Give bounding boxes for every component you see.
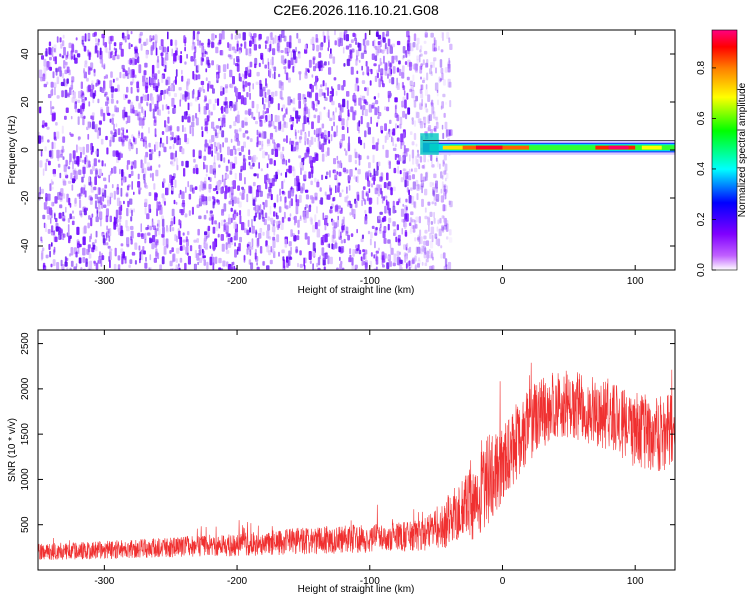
x-tick-label: -200 <box>227 276 247 287</box>
spectrogram-signal-band <box>420 133 675 155</box>
y-tick-label: 1000 <box>20 468 31 491</box>
spectrogram-y-axis: -40 -20 0 20 40 <box>20 48 675 253</box>
y-tick-label: 2500 <box>20 332 31 355</box>
y-tick-label: -40 <box>20 238 31 253</box>
colorbar-tick-label: 0.6 <box>696 111 707 125</box>
snr-x-label: Height of straight line (km) <box>298 584 415 595</box>
snr-y-label: SNR (10 * v/v) <box>7 418 18 482</box>
colorbar-frame <box>711 29 738 271</box>
y-tick-label: 40 <box>20 48 31 60</box>
spectrogram-cells <box>38 30 453 270</box>
spectrogram-y-label: Frequency (Hz) <box>7 116 18 185</box>
x-tick-label: -300 <box>94 276 114 287</box>
x-tick-label: 100 <box>627 576 644 587</box>
y-tick-label: 1500 <box>20 423 31 446</box>
colorbar-tick-label: 0.4 <box>696 162 707 176</box>
y-tick-label: 20 <box>20 96 31 108</box>
x-tick-label: -100 <box>360 276 380 287</box>
x-tick-label: 0 <box>500 276 506 287</box>
snr-panel: -300 -200 -100 0 100 500 1000 1500 2000 2500 Hei… <box>7 329 676 595</box>
snr-x-axis: -300 -200 -100 0 100 <box>94 330 644 587</box>
colorbar-gradient <box>712 30 737 270</box>
snr-y-axis: 500 1000 1500 2000 2500 <box>20 332 675 533</box>
snr-series-line <box>38 362 675 560</box>
y-tick-label: 0 <box>20 147 31 153</box>
snr-frame <box>37 329 676 571</box>
colorbar-tick-label: 0.2 <box>696 212 707 226</box>
y-tick-label: -20 <box>20 190 31 205</box>
y-tick-label: 2000 <box>20 377 31 400</box>
colorbar-label: Normalized spectral amplitude <box>737 82 748 217</box>
x-tick-label: 100 <box>627 276 644 287</box>
x-tick-label: 0 <box>500 576 506 587</box>
x-tick-label: -200 <box>227 576 247 587</box>
colorbar-tick-label: 0.8 <box>696 61 707 75</box>
figure-title: C2E6.2026.116.10.21.G08 <box>273 2 439 18</box>
spectrogram-x-axis: -300 -200 -100 0 100 <box>94 30 644 287</box>
colorbar-tick-label: 0.0 <box>696 263 707 277</box>
colorbar-ticks: 0.0 0.2 0.4 0.6 0.8 <box>696 61 716 277</box>
colorbar: 0.0 0.2 0.4 0.6 0.8 Normalized spectral ampl… <box>696 29 748 277</box>
x-tick-label: -300 <box>94 576 114 587</box>
x-tick-label: -100 <box>360 576 380 587</box>
y-tick-label: 500 <box>20 516 31 533</box>
spectrogram-x-label: Height of straight line (km) <box>298 285 415 296</box>
